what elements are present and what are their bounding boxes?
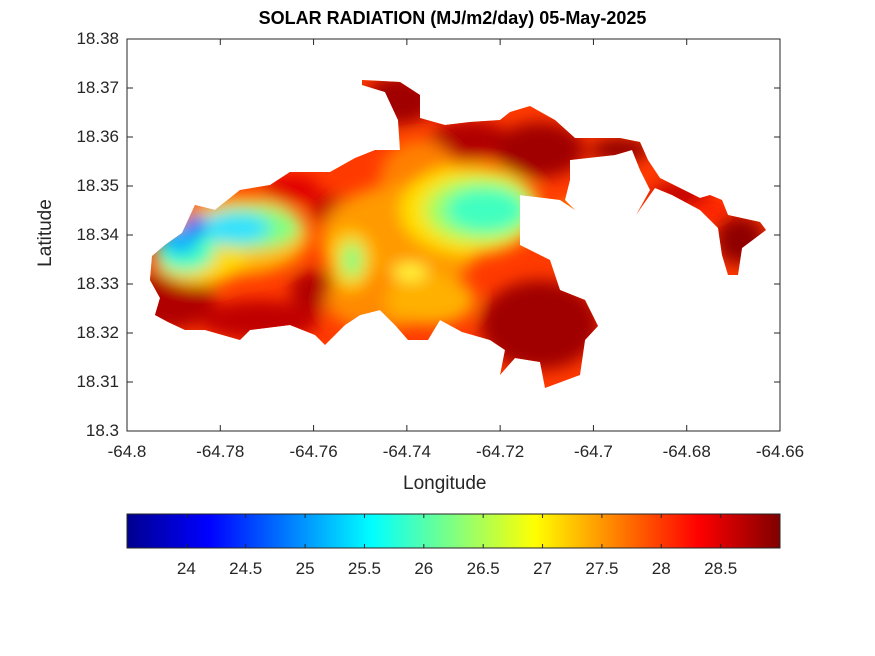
x-tick-label: -64.78	[196, 442, 245, 461]
y-axis-ticks	[127, 38, 780, 432]
x-tick-label: -64.74	[382, 442, 431, 461]
chart-title: SOLAR RADIATION (MJ/m2/day) 05-May-2025	[258, 8, 647, 28]
y-tick-label: 18.35	[76, 176, 119, 195]
colorbar-tick-label: 28	[651, 559, 671, 578]
colorbar-tick-label: 25	[295, 559, 315, 578]
y-axis-label: Latitude	[35, 199, 56, 267]
colorbar-tick-label: 27.5	[585, 559, 619, 578]
x-tick-label: -64.7	[574, 442, 613, 461]
y-tick-label: 18.36	[76, 127, 119, 146]
colorbar-tick-label: 27	[533, 559, 552, 578]
y-tick-label: 18.31	[76, 372, 119, 391]
colorbar	[126, 513, 781, 549]
colorbar-tick-label: 26.5	[466, 559, 500, 578]
x-tick-label: -64.68	[662, 442, 711, 461]
y-tick-label: 18.37	[76, 78, 119, 97]
x-tick-label: -64.66	[755, 442, 805, 461]
y-tick-label: 18.38	[76, 29, 119, 48]
x-axis-label: Longitude	[403, 473, 487, 494]
y-tick-label: 18.34	[76, 225, 119, 244]
x-tick-label: -64.76	[289, 442, 338, 461]
y-tick-label: 18.32	[76, 323, 119, 342]
x-tick-label: -64.72	[476, 442, 525, 461]
colorbar-tick-label: 24	[176, 559, 196, 578]
colorbar-tick-label: 26	[414, 559, 434, 578]
colorbar-tick-label: 28.5	[704, 559, 738, 578]
y-tick-label: 18.33	[76, 274, 119, 293]
colorbar-tick-label: 25.5	[347, 559, 381, 578]
x-tick-label: -64.8	[107, 442, 147, 461]
colorbar-tick-label: 24.5	[229, 559, 263, 578]
y-tick-label: 18.3	[85, 421, 119, 440]
colorbar-ticks	[185, 514, 722, 548]
x-axis-ticks	[126, 39, 781, 431]
